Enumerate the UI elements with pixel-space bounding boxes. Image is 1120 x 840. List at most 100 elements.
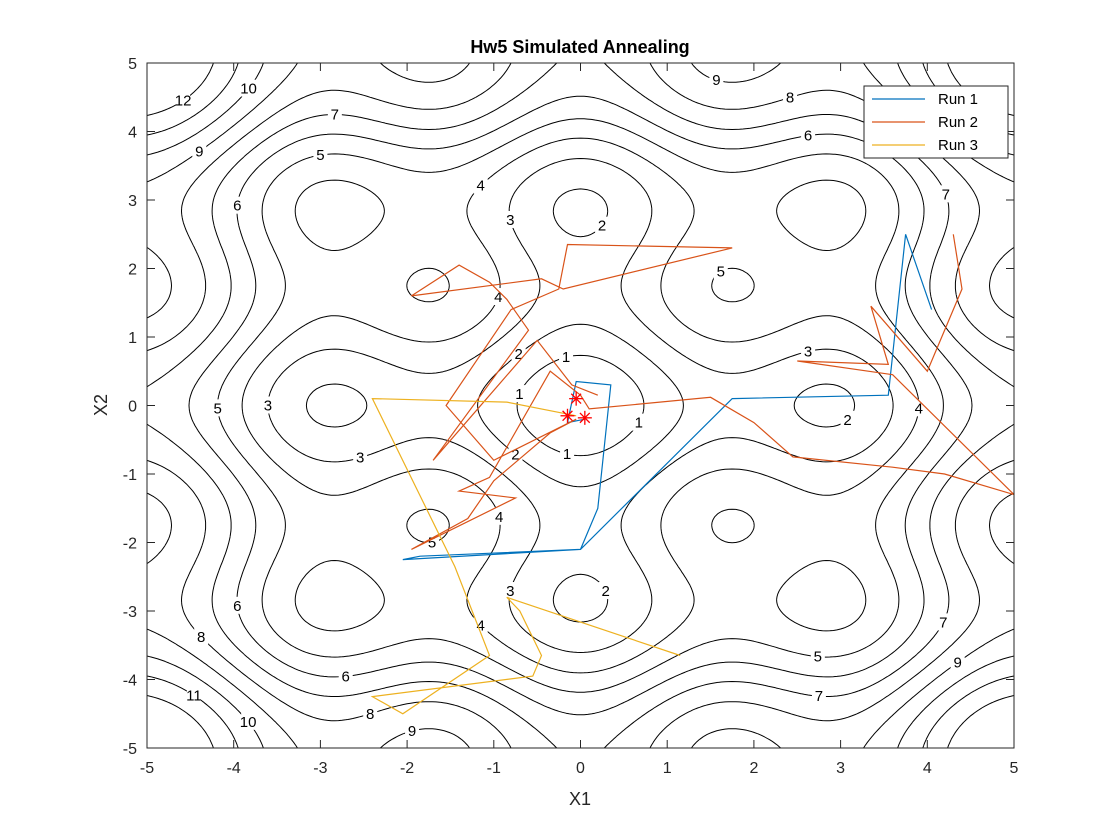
- contour-label-bg: [936, 613, 951, 631]
- x-tick-label: 1: [663, 760, 672, 777]
- contour-label-bg: [186, 686, 201, 704]
- contour-label: 10: [240, 81, 257, 98]
- x-tick-label: -3: [313, 760, 327, 777]
- asterisk-marker: [560, 408, 575, 423]
- contour-label: 6: [342, 668, 350, 685]
- x-tick-label: 3: [836, 760, 845, 777]
- x-tick-label: -4: [227, 760, 241, 777]
- contour-label: 3: [264, 398, 272, 415]
- contour-label-bg: [405, 721, 420, 739]
- contour-label-bg: [512, 385, 527, 403]
- contour-label: 5: [717, 263, 725, 280]
- contour-level-9: [147, 63, 1014, 748]
- contour-label: 6: [233, 198, 241, 215]
- contour-label-bg: [840, 410, 855, 428]
- y-tick-label: -2: [123, 536, 137, 553]
- contour-layer: [147, 63, 1014, 748]
- x-tick-label: -1: [487, 760, 501, 777]
- contour-label-bg: [363, 704, 378, 722]
- contour-label: 5: [814, 649, 822, 666]
- legend-label-3: Run 3: [938, 137, 978, 154]
- y-tick-label: -3: [123, 604, 137, 621]
- series-line-3: [370, 397, 681, 715]
- asterisk-marker: [569, 391, 584, 406]
- contour-level-8: [147, 63, 1014, 748]
- y-tick-label: 1: [128, 330, 137, 347]
- contour-label: 9: [712, 72, 720, 89]
- contour-label-bg: [338, 667, 353, 685]
- contour-label-bg: [811, 687, 826, 705]
- x-tick-label: 0: [576, 760, 585, 777]
- contour-label-bg: [210, 399, 225, 417]
- contour-level-10: [147, 63, 1014, 748]
- contour-label: 9: [195, 143, 203, 160]
- contour-label: 7: [815, 688, 823, 705]
- y-tick-label: -5: [123, 741, 137, 758]
- contour-level-3: [267, 158, 894, 653]
- contour-label: 5: [428, 535, 436, 552]
- contour-label-bg: [560, 445, 575, 463]
- contour-label: 4: [495, 509, 503, 526]
- contour-label-bg: [473, 176, 488, 194]
- y-tick-label: -4: [123, 673, 137, 690]
- y-tick-label: -1: [123, 467, 137, 484]
- contour-label: 8: [366, 706, 374, 723]
- contour-label: 2: [511, 446, 519, 463]
- legend-label-2: Run 2: [938, 114, 978, 131]
- contour-label-bg: [508, 445, 523, 463]
- contour-label-bg: [241, 712, 256, 730]
- contour-label: 3: [506, 583, 514, 600]
- contour-level-7: [147, 63, 1014, 748]
- contour-label: 8: [786, 89, 794, 106]
- x-axis-label: X1: [569, 789, 591, 809]
- contour-label: 2: [843, 412, 851, 429]
- contour-label-bg: [241, 79, 256, 97]
- contour-label: 2: [598, 218, 606, 235]
- contour-label: 6: [804, 128, 812, 145]
- y-tick-label: 5: [128, 56, 137, 73]
- contour-label-bg: [260, 396, 275, 414]
- contour-label: 2: [514, 346, 522, 363]
- x-tick-label: 2: [749, 760, 758, 777]
- contour-label-bg: [598, 582, 613, 600]
- contour-label-bg: [230, 596, 245, 614]
- y-tick-label: 0: [128, 399, 137, 416]
- contour-label-bg: [810, 647, 825, 665]
- contour-level-4: [241, 137, 920, 674]
- contour-level-2: [305, 188, 856, 623]
- contour-label: 3: [356, 450, 364, 467]
- contour-label-bg: [194, 627, 209, 645]
- contour-label-bg: [801, 342, 816, 360]
- contour-label: 1: [515, 386, 523, 403]
- contour-label-bg: [559, 348, 574, 366]
- contour-level-12: [147, 63, 1014, 748]
- marker-layer: [560, 391, 592, 425]
- legend-label-1: Run 1: [938, 91, 978, 108]
- contour-level-5: [217, 118, 944, 693]
- y-axis-label: X2: [91, 394, 111, 416]
- contour-label: 8: [197, 629, 205, 646]
- y-tick-label: 2: [128, 262, 137, 279]
- contour-label: 3: [804, 343, 812, 360]
- contour-label-bg: [313, 146, 328, 164]
- y-tick-label: 3: [128, 193, 137, 210]
- contour-label: 1: [635, 415, 643, 432]
- contour-label-bg: [709, 71, 724, 89]
- x-tick-label: -5: [140, 760, 154, 777]
- contour-label-bg: [631, 413, 646, 431]
- series-line-2: [411, 234, 1014, 550]
- legend: Run 1 Run 2 Run 3: [863, 85, 1009, 159]
- contour-label: 12: [175, 93, 192, 110]
- contour-level-11: [147, 63, 1014, 748]
- contour-label-bg: [938, 185, 953, 203]
- contour-label: 11: [186, 687, 202, 704]
- series-layer: [370, 234, 1014, 715]
- contour-label: 7: [942, 186, 950, 203]
- contour-label-layer: 1111222223333344444555556666777788899991…: [175, 71, 965, 740]
- contour-label: 9: [408, 723, 416, 740]
- contour-label: 5: [213, 400, 221, 417]
- contour-label: 5: [316, 147, 324, 164]
- contour-label-bg: [503, 582, 518, 600]
